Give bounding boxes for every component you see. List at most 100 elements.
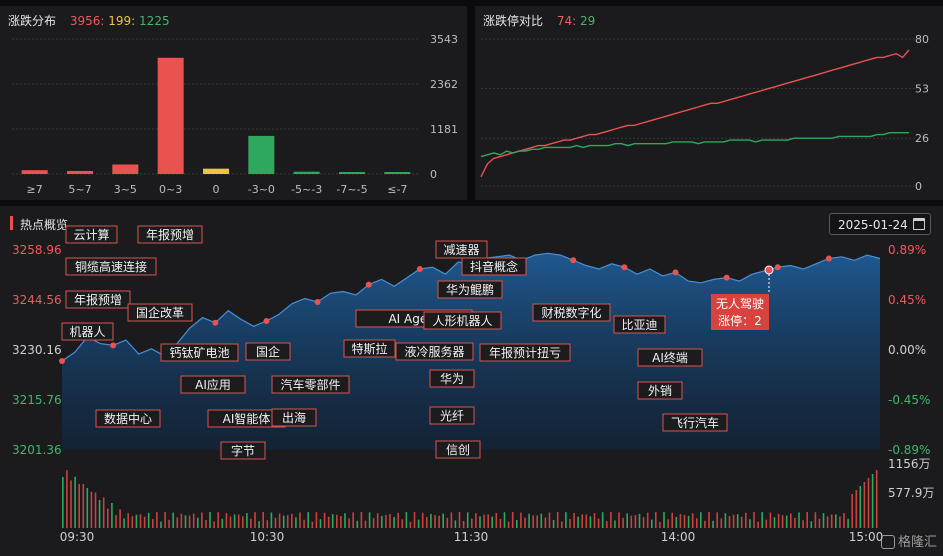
event-dot [825, 255, 832, 262]
hot-tag[interactable]: 特斯拉 [343, 339, 396, 358]
volume-bar [237, 514, 240, 528]
distribution-header: 涨跌分布 3956: 199: 1225 [8, 12, 170, 29]
tooltip-line2: 涨停：2 [718, 313, 762, 328]
volume-bar [86, 488, 89, 528]
hot-tag[interactable]: AI智能体 [207, 409, 286, 428]
tag-label: 比亚迪 [621, 318, 657, 332]
volume-bar [417, 519, 420, 528]
tag-box [160, 343, 239, 362]
series-line [480, 49, 910, 178]
tag-label: 云计算 [73, 227, 109, 242]
x-tick-label: 5~7 [68, 183, 91, 196]
hot-tag[interactable]: 字节 [220, 441, 266, 460]
volume-bar [548, 512, 551, 528]
hot-tag[interactable]: 液冷服务器 [395, 342, 474, 361]
volume-bar [340, 516, 342, 528]
volume-bar [867, 478, 870, 528]
volume-bar [135, 514, 138, 528]
x-tick-label: ≤-7 [387, 183, 407, 196]
volume-bar [115, 514, 117, 528]
hot-tag[interactable]: 信创 [435, 440, 481, 459]
volume-bar [152, 519, 154, 528]
hot-tag[interactable]: 云计算 [65, 225, 118, 244]
volume-bar [229, 516, 232, 528]
hot-tag[interactable]: 飞行汽车 [662, 413, 728, 432]
volume-bar [466, 512, 469, 528]
bar [112, 164, 139, 174]
volume-bar [450, 512, 453, 528]
volume-bar [164, 512, 166, 528]
hot-tag[interactable]: 年报预计扭亏 [479, 343, 571, 362]
volume-bar [381, 515, 383, 528]
volume-bar [843, 513, 845, 528]
volume-bar [556, 512, 559, 528]
volume-bar [156, 512, 158, 528]
volume-bar [111, 503, 113, 528]
hot-tag[interactable]: AI终端 [637, 348, 703, 367]
volume-bar [295, 517, 297, 528]
hot-tag[interactable]: 铜缆高速连接 [65, 257, 157, 276]
volume-bar [822, 513, 825, 528]
hot-tag[interactable]: 人形机器人 [423, 311, 502, 330]
volume-bar [761, 512, 763, 528]
volume-bar [810, 521, 813, 528]
hot-tag[interactable]: 减速器 [435, 240, 488, 259]
volume-bar [78, 484, 80, 528]
volume-bar [479, 516, 481, 528]
volume-bar [646, 512, 649, 528]
hot-tag[interactable]: 财税数字化 [532, 303, 611, 322]
hot-tag[interactable]: 光纤 [429, 406, 475, 425]
volume-bar [687, 515, 690, 528]
volume-bar [82, 484, 85, 528]
tag-label: 年报预增 [146, 227, 194, 242]
hot-tag[interactable]: 比亚迪 [613, 315, 666, 334]
hot-tag[interactable]: 华为 [429, 369, 475, 388]
hot-tag[interactable]: 国企改革 [127, 303, 193, 322]
y-right-tick: 0.00% [888, 343, 926, 357]
volume-bar [315, 512, 318, 528]
y-left-tick: 3215.76 [12, 393, 62, 407]
volume-tick-mid: 577.9万 [888, 486, 934, 500]
distribution-title: 涨跌分布 [8, 14, 57, 28]
volume-bar [438, 515, 440, 528]
hot-tag[interactable]: 汽车零部件 [271, 375, 350, 394]
date-picker[interactable]: 2025-01-24 [829, 213, 931, 235]
hot-tag[interactable]: 外销 [637, 381, 683, 400]
volume-bar [859, 486, 862, 528]
volume-bar [401, 519, 404, 528]
tag-box [423, 311, 502, 330]
hot-tag[interactable]: AI应用 [180, 375, 246, 394]
volume-bar [299, 512, 301, 528]
volume-bar [798, 512, 800, 528]
limit-compare-chart: 80 53 26 0 [480, 33, 929, 193]
hot-tag[interactable]: 国企 [245, 342, 291, 361]
volume-bar [213, 521, 215, 528]
tag-label: 液冷服务器 [404, 344, 464, 359]
volume-bar [622, 517, 624, 528]
calendar-icon[interactable] [913, 218, 925, 230]
hot-tag[interactable]: 机器人 [61, 322, 114, 341]
volume-bar [205, 520, 207, 528]
y-left-tick: 3230.16 [12, 343, 62, 357]
down-count: 1225 [139, 14, 170, 28]
volume-bar [724, 513, 727, 528]
tag-label: 机器人 [69, 325, 105, 339]
hot-tag[interactable]: 抖音概念 [461, 257, 527, 276]
volume-bar [524, 517, 526, 528]
hot-tag[interactable]: 年报预增 [65, 290, 131, 309]
hot-tag[interactable]: 钙钛矿电池 [160, 343, 239, 362]
tag-label: 年报预计扭亏 [489, 345, 561, 360]
hot-tag[interactable]: 数据中心 [95, 409, 161, 428]
y-left-tick: 3244.56 [12, 293, 62, 307]
hotspot-title: 热点概览 [20, 218, 69, 232]
distribution-panel: 涨跌分布 3956: 199: 1225 3543 2362 1181 0 ≥7 5~7 3… [0, 6, 467, 200]
hot-tag[interactable]: 华为鲲鹏 [437, 280, 503, 299]
volume-bar [499, 518, 502, 528]
hot-tag[interactable]: 出海 [271, 408, 317, 427]
tag-box [65, 290, 131, 309]
volume-bar [659, 521, 661, 528]
volume-bar [634, 515, 637, 528]
hot-tag[interactable]: 年报预增 [137, 225, 203, 244]
volume-bar [749, 519, 751, 528]
volume-bar [74, 476, 76, 528]
